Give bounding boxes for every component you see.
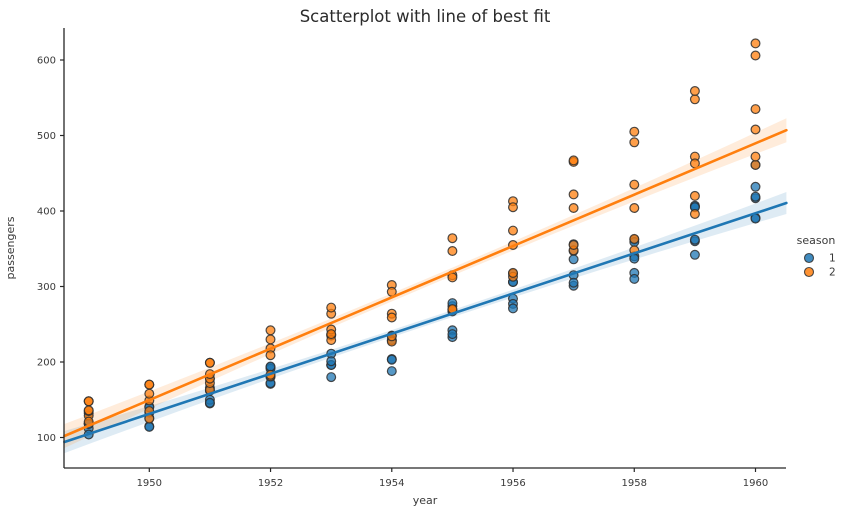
data-point-season2 (629, 126, 640, 137)
x-tick-label: 1956 (500, 478, 525, 489)
y-tick-label: 500 (37, 131, 56, 142)
data-point-season2 (83, 396, 94, 407)
confidence-bands (64, 118, 787, 454)
x-tick-label: 1950 (137, 478, 162, 489)
axes (60, 28, 786, 472)
data-point-season2 (750, 104, 761, 115)
x-tick-label: 1952 (258, 478, 283, 489)
data-point-season2 (750, 50, 761, 61)
data-point-season1 (386, 354, 397, 365)
data-point-season2 (508, 202, 519, 213)
x-tick-label: 1954 (379, 478, 404, 489)
data-point-season1 (750, 181, 761, 192)
scatter-points (83, 38, 761, 440)
data-point-season2 (689, 85, 700, 96)
data-point-season2 (144, 388, 155, 399)
legend-dot-season1 (803, 252, 815, 264)
data-point-season2 (265, 325, 276, 336)
data-point-season2 (508, 267, 519, 278)
tick-labels: 1950 1952 1954 1956 1958 1960 100 200 300 400 500 6… (37, 56, 768, 490)
data-point-season1 (204, 397, 215, 408)
data-point-season2 (750, 124, 761, 135)
data-point-season1 (144, 421, 155, 432)
data-point-season2 (265, 350, 276, 361)
data-point-season1 (689, 249, 700, 260)
data-point-season2 (568, 203, 579, 214)
data-point-season2 (629, 137, 640, 148)
x-axis-label: year (413, 494, 438, 507)
legend-label-season1: 1 (829, 253, 836, 265)
y-tick-label: 300 (37, 282, 56, 293)
data-point-season2 (326, 329, 337, 340)
y-tick-label: 100 (37, 433, 56, 444)
y-tick-label: 400 (37, 207, 56, 218)
legend-dot-season2 (803, 266, 815, 278)
legend-label-season2: 2 (829, 267, 836, 279)
data-point-season1 (629, 273, 640, 284)
data-point-season2 (689, 190, 700, 201)
data-point-season1 (265, 361, 276, 372)
data-point-season2 (326, 302, 337, 313)
legend: season 1 2 (797, 234, 836, 279)
data-point-season2 (265, 334, 276, 345)
chart-title: Scatterplot with line of best fit (300, 7, 551, 26)
data-point-season1 (447, 329, 458, 340)
data-point-season1 (568, 254, 579, 265)
data-point-season1 (568, 277, 579, 288)
data-point-season2 (629, 179, 640, 190)
data-point-season2 (508, 225, 519, 236)
data-point-season2 (689, 94, 700, 105)
data-point-season1 (689, 234, 700, 245)
data-point-season1 (386, 366, 397, 377)
x-tick-label: 1960 (743, 478, 768, 489)
x-tick-label: 1958 (622, 478, 647, 489)
data-point-season1 (326, 356, 337, 367)
regression-line-season1 (63, 201, 788, 444)
regression-lines (63, 128, 788, 444)
data-point-season2 (144, 379, 155, 390)
y-tick-label: 200 (37, 358, 56, 369)
data-point-season2 (204, 357, 215, 368)
data-point-season2 (568, 240, 579, 251)
regression-line-season2 (63, 128, 788, 438)
data-point-season2 (386, 312, 397, 323)
data-point-season1 (508, 303, 519, 314)
data-point-season1 (750, 191, 761, 202)
data-point-season2 (568, 155, 579, 166)
y-axis-label: passengers (4, 216, 17, 279)
legend-title: season (797, 234, 836, 247)
data-point-season2 (629, 233, 640, 244)
data-point-season2 (447, 246, 458, 257)
data-point-season2 (568, 189, 579, 200)
y-tick-label: 600 (37, 56, 56, 67)
data-point-season2 (447, 233, 458, 244)
data-point-season2 (750, 151, 761, 162)
data-point-season1 (326, 372, 337, 383)
data-point-season2 (689, 209, 700, 220)
data-point-season2 (629, 203, 640, 214)
data-point-season2 (750, 159, 761, 170)
data-point-season2 (83, 405, 94, 416)
data-point-season2 (750, 38, 761, 49)
